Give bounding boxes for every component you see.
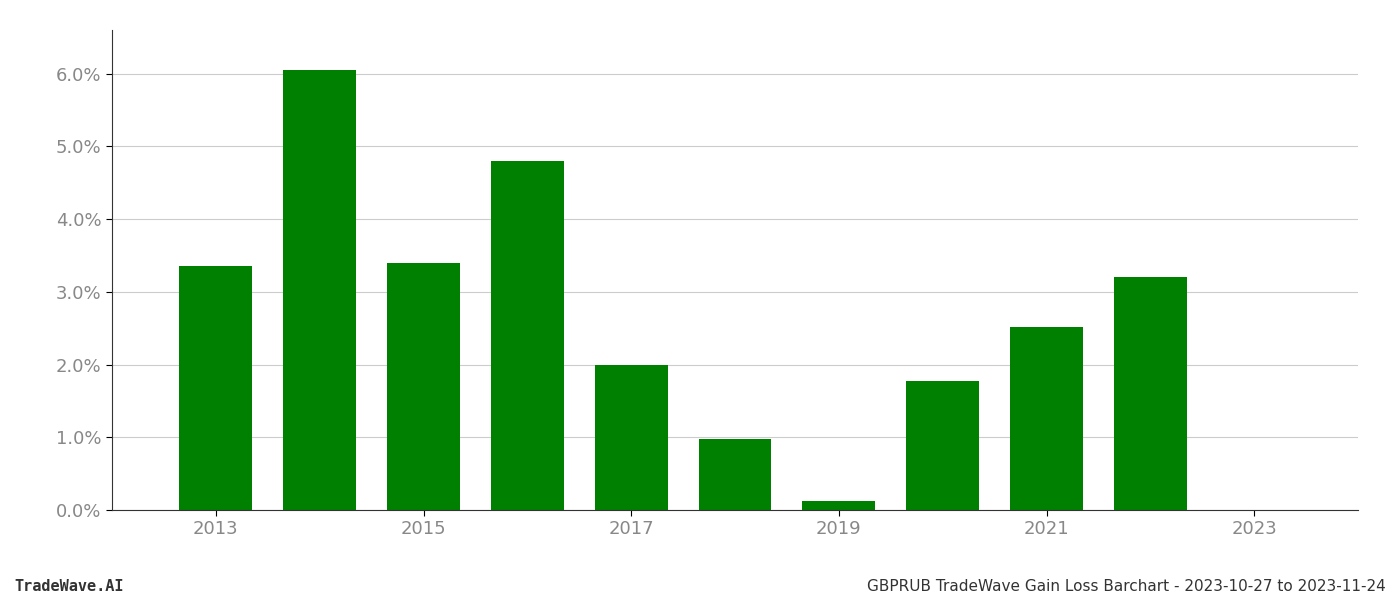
Bar <box>1011 327 1082 510</box>
Bar <box>906 380 979 510</box>
Bar <box>1114 277 1187 510</box>
Bar <box>595 365 668 510</box>
Bar <box>179 266 252 510</box>
Text: TradeWave.AI: TradeWave.AI <box>14 579 123 594</box>
Bar <box>699 439 771 510</box>
Text: GBPRUB TradeWave Gain Loss Barchart - 2023-10-27 to 2023-11-24: GBPRUB TradeWave Gain Loss Barchart - 20… <box>867 579 1386 594</box>
Bar <box>388 263 459 510</box>
Bar <box>802 501 875 510</box>
Bar <box>283 70 356 510</box>
Bar <box>491 161 564 510</box>
